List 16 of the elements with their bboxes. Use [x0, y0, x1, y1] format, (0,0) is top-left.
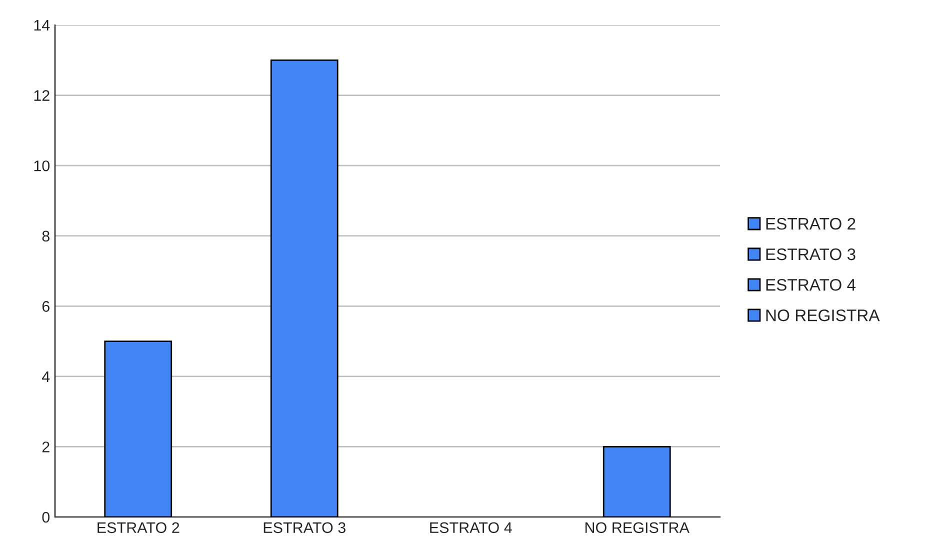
legend-label: ESTRATO 2: [766, 218, 856, 230]
legend-label: NO REGISTRA: [766, 309, 880, 322]
y-tick-label: 6: [42, 301, 50, 312]
x-tick-label: ESTRATO 4: [430, 522, 512, 534]
y-tick-label: 14: [34, 20, 50, 31]
x-tick-label: NO REGISTRA: [586, 522, 690, 534]
y-tick-label: 4: [42, 371, 50, 382]
y-tick-label: 2: [42, 442, 50, 452]
y-tick-label: 0: [42, 512, 50, 523]
legend-label: ESTRATO 4: [766, 278, 856, 291]
y-tick-label: 8: [42, 230, 50, 242]
y-tick-label: 12: [34, 90, 50, 101]
legend-label: ESTRATO 3: [766, 248, 856, 260]
x-tick-label: ESTRATO 2: [98, 522, 180, 534]
y-tick-label: 10: [34, 160, 50, 172]
x-tick-label: ESTRATO 3: [264, 522, 346, 534]
